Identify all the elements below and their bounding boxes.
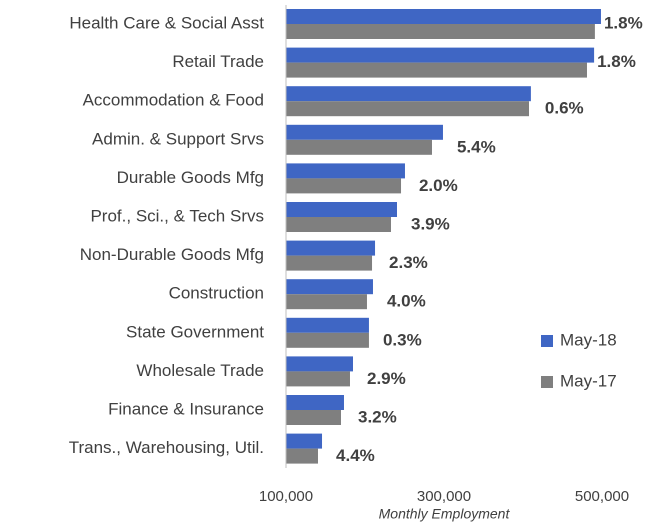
growth-label: 2.3% (389, 253, 428, 272)
growth-label: 4.0% (387, 292, 426, 311)
growth-label: 3.9% (411, 214, 450, 233)
legend-swatch (541, 335, 553, 347)
x-axis-title: Monthly Employment (379, 506, 511, 522)
category-label: Trans., Warehousing, Util. (69, 438, 264, 457)
category-label: State Government (126, 322, 264, 341)
category-label: Durable Goods Mfg (117, 168, 264, 187)
bar (286, 139, 432, 155)
bar (286, 24, 595, 39)
x-tick-label: 100,000 (259, 488, 313, 505)
bar (286, 202, 397, 217)
bar (286, 448, 318, 464)
x-tick-label: 500,000 (575, 488, 629, 505)
bar (286, 294, 367, 310)
bar (286, 86, 531, 102)
bar (286, 433, 323, 449)
bar (286, 101, 530, 117)
category-label: Wholesale Trade (136, 361, 264, 380)
bar (286, 124, 443, 140)
growth-label: 2.0% (419, 176, 458, 195)
growth-label: 3.2% (358, 407, 397, 426)
bar (286, 163, 405, 179)
category-label: Retail Trade (172, 52, 264, 71)
bar (286, 47, 595, 63)
x-tick-label: 300,000 (417, 488, 471, 505)
legend-swatch (541, 376, 553, 388)
legend-label: May-18 (560, 330, 617, 349)
category-label: Finance & Insurance (108, 399, 264, 418)
growth-label: 0.6% (545, 99, 584, 118)
bar (286, 395, 344, 410)
category-label: Health Care & Social Asst (69, 13, 264, 32)
bar (286, 371, 350, 387)
category-label: Prof., Sci., & Tech Srvs (90, 206, 264, 225)
bar (286, 356, 353, 372)
category-label: Accommodation & Food (83, 91, 264, 110)
bar (286, 255, 373, 271)
growth-label: 4.4% (336, 446, 375, 465)
bar (286, 178, 402, 194)
bar (286, 332, 369, 348)
growth-label: 2.9% (367, 369, 406, 388)
bar (286, 217, 391, 232)
bar (286, 240, 376, 256)
category-label: Construction (169, 284, 264, 303)
category-label: Admin. & Support Srvs (92, 129, 264, 148)
legend-label: May-17 (560, 371, 617, 390)
growth-label: 1.8% (604, 13, 643, 32)
growth-label: 1.8% (597, 52, 636, 71)
growth-label: 5.4% (457, 137, 496, 156)
bar (286, 410, 341, 425)
bar (286, 317, 369, 333)
growth-label: 0.3% (383, 330, 422, 349)
bar (286, 279, 373, 295)
bar (286, 62, 587, 78)
category-label: Non-Durable Goods Mfg (80, 245, 264, 264)
bar (286, 9, 601, 24)
